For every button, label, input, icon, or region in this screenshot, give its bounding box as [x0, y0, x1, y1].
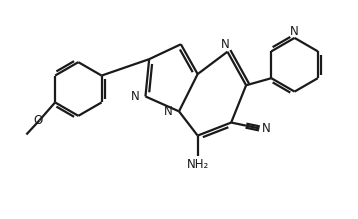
- Text: N: N: [131, 90, 139, 103]
- Text: N: N: [262, 122, 270, 135]
- Text: NH₂: NH₂: [187, 158, 209, 171]
- Text: O: O: [33, 114, 43, 127]
- Text: N: N: [164, 105, 173, 118]
- Text: N: N: [290, 25, 299, 38]
- Text: N: N: [221, 38, 230, 51]
